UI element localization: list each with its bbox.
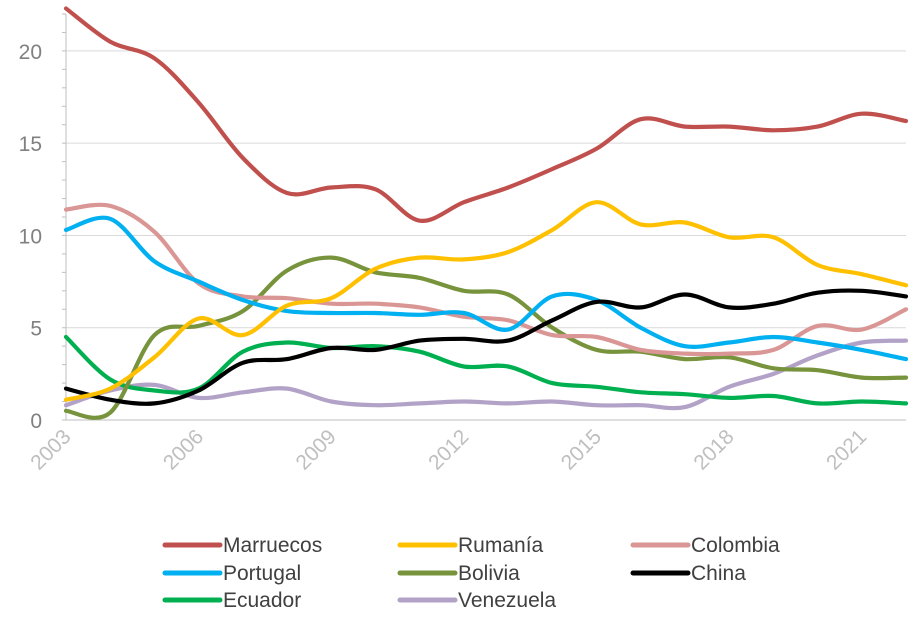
x-tick-label: 2009 — [292, 425, 341, 474]
y-tick-label: 5 — [30, 318, 42, 341]
y-tick-label: 0 — [30, 410, 42, 433]
x-tick-label: 2018 — [689, 425, 738, 474]
legend-label-rumanía: Rumanía — [458, 534, 544, 557]
x-tick-label: 2012 — [424, 425, 473, 474]
series-lines — [63, 6, 909, 420]
legend-label-ecuador: Ecuador — [223, 589, 301, 612]
legend-label-portugal: Portugal — [223, 562, 301, 585]
legend-label-venezuela: Venezuela — [458, 589, 556, 612]
legend-label-bolivia: Bolivia — [458, 562, 520, 585]
x-tick-label: 2015 — [557, 425, 606, 474]
series-line-china — [63, 288, 909, 406]
legend-label-marruecos: Marruecos — [223, 534, 322, 557]
y-tick-label: 15 — [19, 133, 42, 156]
x-tick-label: 2006 — [159, 425, 208, 474]
legend-label-colombia: Colombia — [691, 534, 780, 557]
y-tick-label: 20 — [19, 41, 42, 64]
legend: Marruecos Rumanía Colombia Portugal Bolivia C… — [162, 534, 780, 612]
legend-label-china: China — [691, 562, 746, 585]
y-tick-label: 10 — [19, 225, 42, 248]
series-line-venezuela — [63, 338, 909, 411]
series-line-portugal — [63, 215, 909, 362]
series-line-marruecos — [63, 6, 909, 223]
series-line-rumanía — [63, 200, 909, 402]
series-line-bolivia — [63, 255, 909, 420]
x-tick-label: 2021 — [822, 425, 871, 474]
